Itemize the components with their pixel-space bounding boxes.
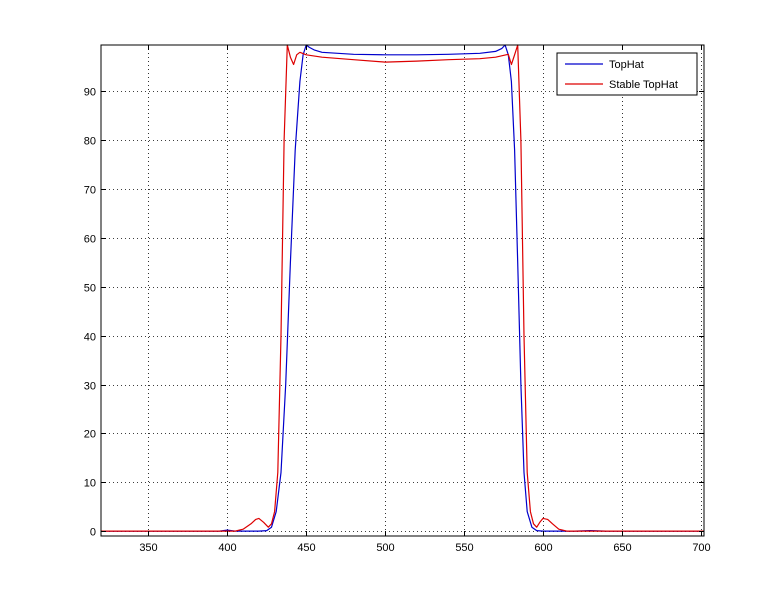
- x-tick-label: 600: [534, 542, 552, 554]
- series-layer: [101, 44, 704, 532]
- y-tick-label: 90: [84, 87, 96, 99]
- x-tick-label: 450: [297, 542, 315, 554]
- x-tick-label: 650: [613, 542, 631, 554]
- x-tick-labels: 350 400 450 500 550 600 650 700: [139, 542, 710, 554]
- legend-box: [556, 52, 698, 96]
- legend-label-stable-tophat: Stable TopHat: [609, 79, 678, 91]
- axis-ticks: [101, 45, 704, 536]
- x-tick-label: 400: [218, 542, 236, 554]
- y-tick-label: 70: [84, 185, 96, 197]
- y-tick-label: 30: [84, 381, 96, 393]
- x-tick-label: 550: [455, 542, 473, 554]
- y-tick-label: 60: [84, 234, 96, 246]
- y-tick-labels: 0 10 20 30 40 50 60 70 80 90: [84, 87, 96, 539]
- plot-border: [100, 44, 705, 537]
- y-tick-label: 40: [84, 332, 96, 344]
- y-tick-label: 20: [84, 429, 96, 441]
- x-tick-label: 700: [692, 542, 710, 554]
- series-line-tophat: [101, 44, 704, 532]
- y-tick-label: 0: [90, 527, 96, 539]
- legend: TopHat Stable TopHat: [556, 52, 698, 96]
- plot-area: [101, 45, 704, 536]
- y-tick-label: 10: [84, 478, 96, 490]
- y-tick-label: 50: [84, 283, 96, 295]
- y-tick-label: 80: [84, 136, 96, 148]
- x-tick-label: 500: [376, 542, 394, 554]
- x-tick-label: 350: [139, 542, 157, 554]
- legend-label-tophat: TopHat: [609, 59, 644, 71]
- series-line-stable-tophat: [101, 44, 704, 532]
